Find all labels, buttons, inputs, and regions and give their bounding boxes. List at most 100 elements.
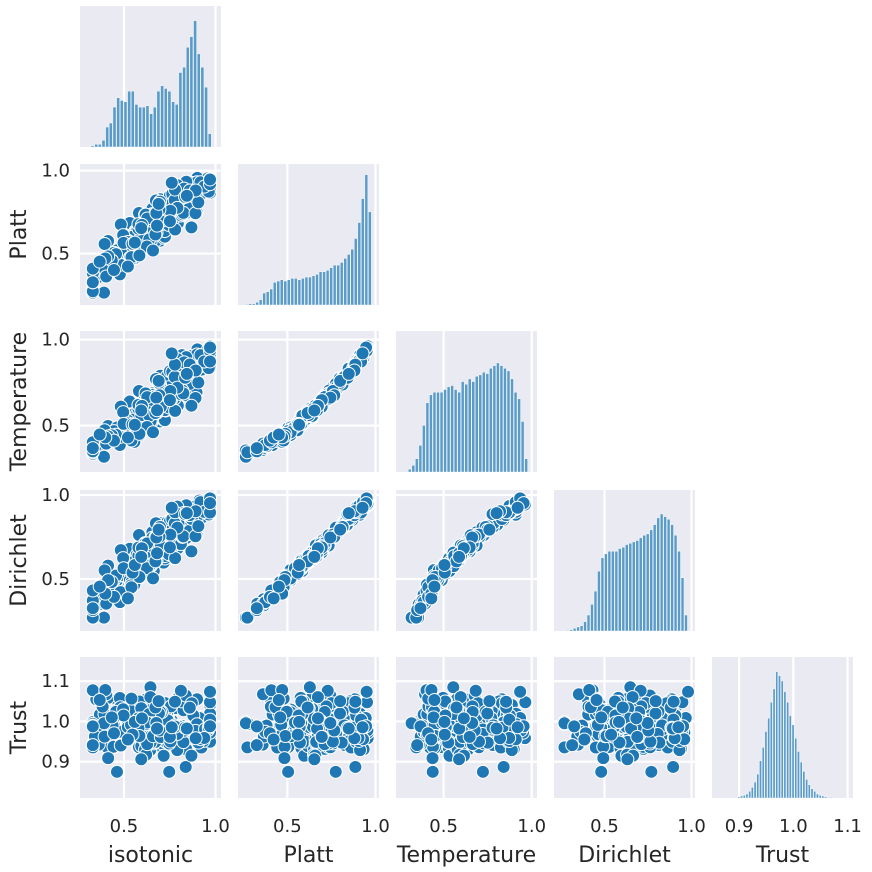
scatter-point (156, 748, 171, 763)
scatter-point (277, 751, 292, 766)
histogram-bar (572, 628, 577, 631)
histogram-bar (164, 88, 168, 147)
histogram-bar (632, 541, 636, 631)
scatter-point (310, 711, 325, 726)
histogram-bar (621, 547, 625, 631)
scatter-point (85, 275, 100, 290)
x-tick-label: 0.5 (273, 816, 302, 837)
histogram-bar (418, 445, 423, 472)
histogram-bar (520, 421, 525, 472)
scatter-point (513, 684, 528, 699)
x-axis-label: Trust (755, 843, 810, 868)
scatter-point (425, 764, 440, 779)
scatter-point (266, 732, 281, 747)
scatter-point (496, 759, 511, 774)
histogram-bar (357, 222, 361, 305)
scatter-point (101, 751, 116, 766)
histogram-bar (780, 680, 784, 798)
histogram-bar (680, 577, 685, 631)
histogram-bar (294, 278, 298, 305)
x-tick-label: 0.5 (429, 816, 458, 837)
histogram-bar (797, 751, 800, 798)
histogram-bar (149, 113, 153, 147)
subplot-trust-vs-dirichlet: 0.5 1.0 (554, 657, 706, 837)
histogram-bar (178, 72, 183, 147)
scatter-point (179, 366, 194, 381)
histogram-bar (653, 524, 657, 631)
histogram-bar (748, 791, 751, 798)
histogram-bar (565, 630, 570, 631)
scatter-point (355, 346, 370, 361)
scatter-point (184, 748, 199, 763)
histogram-bar (301, 278, 305, 305)
histogram-bar (171, 101, 175, 147)
histogram-bar (167, 90, 172, 147)
x-axis-label: Platt (283, 843, 333, 868)
histogram-bar (193, 20, 197, 147)
subplot-trust-vs-temperature: 0.5 1.0 (396, 657, 546, 837)
scatter-point (203, 172, 218, 187)
scatter-point (179, 188, 194, 203)
subplot-temperature-vs-isotonic: 0.5 1.0 (41, 330, 221, 472)
histogram-bar (101, 140, 106, 147)
histogram-bar (204, 86, 208, 147)
histogram-bar (315, 274, 319, 305)
scatter-point (134, 549, 149, 564)
subplot-temperature-vs-platt (238, 331, 379, 472)
scatter-point (413, 601, 428, 616)
histogram-bar (673, 535, 678, 631)
histogram-bar (153, 106, 157, 147)
histogram-bar (506, 370, 511, 472)
scatter-point (179, 506, 194, 521)
scatter-point (452, 752, 467, 767)
histogram-bar (813, 791, 816, 798)
scatter-point (134, 403, 149, 418)
subplot-dirichlet-vs-isotonic: 0.5 1.0 (41, 485, 221, 631)
histogram-bar (145, 105, 150, 147)
scatter-point (120, 259, 135, 274)
histogram-bar (283, 280, 287, 305)
histogram-bar (656, 517, 660, 631)
histogram-bar (614, 551, 619, 631)
histogram-bar (625, 544, 629, 631)
scatter-point (151, 522, 166, 537)
histogram-bar (287, 279, 291, 305)
histogram-bars (244, 174, 372, 305)
scatter-point (482, 694, 497, 709)
scatter-point (146, 571, 161, 586)
histogram-bar (824, 796, 827, 798)
scatter-point (203, 340, 218, 355)
scatter-point (164, 175, 179, 190)
histogram-bar (340, 262, 344, 305)
scatter-points (85, 170, 218, 300)
scatter-point (191, 195, 206, 210)
scatter-points (557, 680, 695, 779)
scatter-point (266, 591, 281, 606)
scatter-point (92, 254, 107, 269)
x-tick-label: 1.0 (779, 816, 808, 837)
scatter-point (462, 729, 477, 744)
scatter-point (179, 721, 194, 736)
scatter-point (681, 684, 695, 699)
scatter-point (310, 690, 325, 705)
scatter-point (427, 579, 442, 594)
histogram-bar (513, 392, 518, 472)
histogram-bar (464, 384, 468, 472)
scatter-points (404, 491, 533, 625)
histogram-bar (156, 90, 161, 147)
x-tick-label: 0.5 (110, 816, 139, 837)
histogram-bar (90, 145, 95, 147)
scatter-points (85, 338, 218, 464)
scatter-point (162, 764, 177, 779)
histogram-bar (200, 66, 205, 147)
histogram-bar (248, 303, 252, 305)
y-axis-label: Temperature (7, 332, 32, 472)
histogram-bar (98, 144, 102, 147)
histogram-bar (109, 122, 113, 147)
scatter-point (341, 721, 356, 736)
histogram-bar (496, 362, 500, 472)
histogram-bar (457, 392, 461, 472)
scatter-point (292, 557, 307, 572)
scatter-point (149, 390, 164, 405)
scatter-point (92, 693, 107, 708)
